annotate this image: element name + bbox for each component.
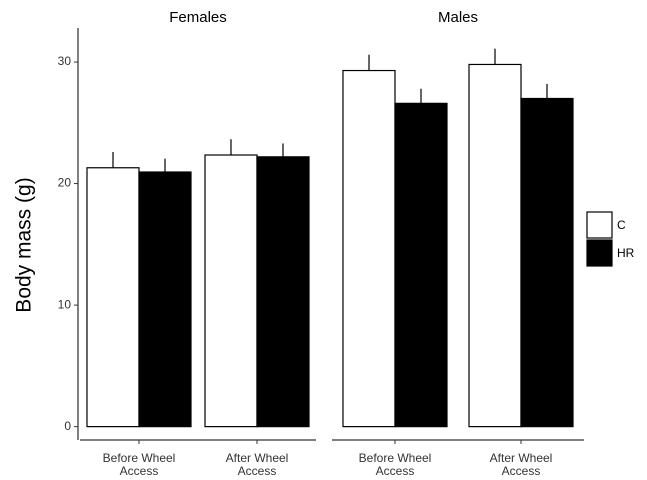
bar <box>138 171 192 428</box>
legend-key <box>586 239 613 267</box>
bar <box>204 154 258 428</box>
bar <box>520 97 574 428</box>
legend-label: C <box>617 218 626 232</box>
x-tick-label: After Wheel Access <box>225 451 289 478</box>
panel-title: Males <box>438 9 478 26</box>
y-tick-label: 10 <box>58 297 72 311</box>
bar <box>86 167 140 428</box>
legend-key <box>586 211 613 239</box>
y-axis-label: Body mass (g) <box>13 177 36 312</box>
y-tick-label: 0 <box>64 419 71 433</box>
y-tick-label: 30 <box>58 54 72 68</box>
bar <box>256 156 310 428</box>
bar <box>468 63 522 428</box>
legend-label: HR <box>617 246 635 260</box>
x-tick-label: Before Wheel Access <box>102 451 176 478</box>
y-tick-label: 20 <box>58 176 72 190</box>
x-tick-label: Before Wheel Access <box>358 451 432 478</box>
bar <box>342 69 396 428</box>
x-tick-label: After Wheel Access <box>489 451 553 478</box>
bar <box>394 102 448 428</box>
panel-title: Females <box>169 9 227 26</box>
